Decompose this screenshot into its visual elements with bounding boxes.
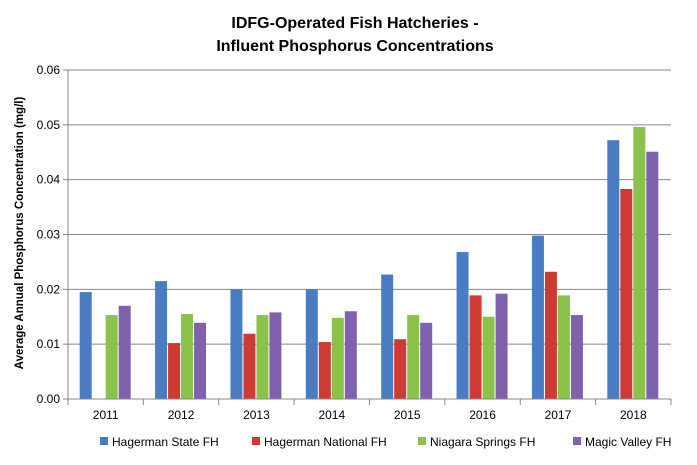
bar: [394, 339, 407, 399]
legend-label: Magic Valley FH: [585, 435, 671, 449]
legend-swatch: [252, 437, 260, 445]
y-tick-label: 0.04: [37, 173, 61, 187]
legend: Hagerman State FH Hagerman National FH Nia…: [100, 435, 671, 449]
bar: [531, 235, 544, 399]
bar: [168, 343, 181, 399]
bar: [646, 151, 659, 399]
bar: [570, 315, 583, 399]
bar: [381, 274, 394, 399]
y-tick-label: 0.00: [37, 392, 61, 406]
y-tick-label: 0.03: [37, 228, 61, 242]
bar: [79, 292, 92, 399]
bar: [469, 295, 482, 399]
chart-title-line-2: Influent Phosphorus Concentrations: [216, 38, 493, 55]
bar: [544, 271, 557, 399]
bar: [456, 252, 469, 399]
x-tick-label: 2014: [318, 408, 345, 422]
x-tick-label: 2012: [168, 408, 195, 422]
chart-title-line-1: IDFG-Operated Fish Hatcheries -: [231, 15, 478, 32]
bar: [105, 315, 118, 399]
bar: [633, 127, 646, 399]
bar: [420, 322, 433, 399]
bars: [79, 127, 659, 400]
bar: [620, 188, 633, 399]
y-tick-label: 0.05: [37, 118, 61, 132]
x-tick-label: 2018: [620, 408, 647, 422]
bar: [344, 311, 357, 399]
bar: [155, 281, 168, 399]
y-tick-label: 0.02: [37, 282, 61, 296]
bar: [256, 315, 269, 399]
legend-label: Hagerman National FH: [264, 435, 387, 449]
legend-label: Hagerman State FH: [112, 435, 219, 449]
bar: [557, 295, 570, 399]
bar: [269, 312, 282, 399]
x-tick-label: 2015: [394, 408, 421, 422]
bar: [305, 289, 318, 399]
y-tick-label: 0.01: [37, 337, 61, 351]
bar: [230, 289, 243, 399]
legend-label: Niagara Springs FH: [430, 435, 535, 449]
bar: [194, 322, 207, 399]
x-tick-label: 2013: [243, 408, 270, 422]
bar: [318, 341, 331, 399]
legend-swatch: [100, 437, 108, 445]
x-tick-label: 2011: [93, 408, 119, 422]
y-axis-title: Average Annual Phosphorus Concentration …: [14, 97, 26, 370]
legend-swatch: [573, 437, 581, 445]
bar: [118, 305, 131, 399]
bar: [607, 140, 620, 400]
bar: [243, 333, 256, 399]
bar: [407, 315, 420, 399]
y-tick-label: 0.06: [37, 63, 61, 77]
bar: [482, 316, 495, 399]
bar: [495, 293, 508, 399]
x-tick-label: 2016: [469, 408, 496, 422]
axes: [63, 69, 672, 405]
legend-swatch: [418, 437, 426, 445]
x-tick-label: 2017: [545, 408, 572, 422]
bar: [331, 317, 344, 399]
tick-labels: 0.00 0.01 0.02 0.03 0.04 0.05 0.06 2011 2012 2013…: [37, 63, 647, 422]
bar: [181, 314, 194, 399]
